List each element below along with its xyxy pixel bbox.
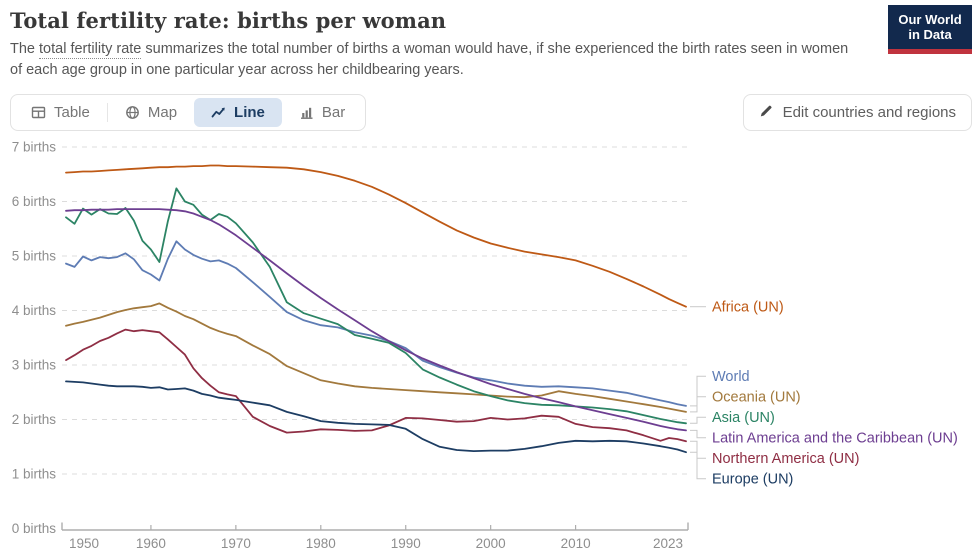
pencil-icon bbox=[759, 103, 774, 122]
logo-stripe bbox=[888, 48, 972, 54]
series-line-northern-america-un[interactable] bbox=[65, 328, 687, 443]
chart-toolbar: Table Map Line Bar Edit countries and re… bbox=[10, 94, 972, 131]
tab-table[interactable]: Table bbox=[14, 98, 107, 127]
edit-countries-button[interactable]: Edit countries and regions bbox=[742, 94, 972, 131]
y-tick-label: 1 births bbox=[12, 467, 57, 482]
series-label-northern-america-un[interactable]: Northern America (UN) bbox=[712, 451, 859, 467]
globe-icon bbox=[125, 105, 140, 120]
y-tick-label: 2 births bbox=[12, 412, 57, 427]
edit-button-label: Edit countries and regions bbox=[782, 104, 956, 121]
label-connector bbox=[690, 451, 706, 480]
label-connector bbox=[690, 429, 706, 439]
tab-label: Line bbox=[234, 104, 265, 121]
x-tick-label: 1960 bbox=[136, 536, 166, 551]
logo-line-2: in Data bbox=[908, 27, 952, 43]
y-tick-label: 0 births bbox=[12, 521, 57, 536]
chart-type-tabs: Table Map Line Bar bbox=[10, 94, 367, 131]
series-line-africa-un[interactable] bbox=[65, 164, 687, 308]
subtitle-text: The bbox=[10, 41, 40, 57]
tab-line[interactable]: Line bbox=[194, 98, 282, 127]
label-connector bbox=[690, 416, 706, 424]
chart-subtitle: The total fertility rate summarizes the … bbox=[10, 39, 855, 80]
tab-label: Table bbox=[54, 104, 90, 121]
label-connector bbox=[690, 396, 706, 413]
series-line-world[interactable] bbox=[65, 240, 687, 407]
x-tick-label: 2010 bbox=[561, 536, 591, 551]
line-chart-icon bbox=[211, 105, 226, 120]
series-label-europe-un[interactable]: Europe (UN) bbox=[712, 472, 793, 488]
x-tick-label: 1980 bbox=[306, 536, 336, 551]
y-tick-label: 3 births bbox=[12, 358, 57, 373]
series-label-world[interactable]: World bbox=[712, 369, 750, 385]
series-line-europe-un[interactable] bbox=[65, 380, 687, 454]
tab-label: Map bbox=[147, 104, 178, 121]
y-tick-label: 6 births bbox=[12, 194, 57, 209]
chart-header: Total fertility rate: births per woman T… bbox=[10, 4, 870, 80]
tab-divider bbox=[106, 103, 108, 122]
series-label-oceania-un[interactable]: Oceania (UN) bbox=[712, 390, 801, 406]
series-line-latin-america-and-the-caribbean-un[interactable] bbox=[65, 208, 687, 432]
bar-chart-icon bbox=[299, 105, 314, 120]
series-line-oceania-un[interactable] bbox=[65, 302, 687, 413]
label-connector bbox=[690, 440, 706, 459]
page-title: Total fertility rate: births per woman bbox=[10, 8, 447, 33]
owid-logo-text: Our World in Data bbox=[888, 5, 972, 49]
series-label-africa-un[interactable]: Africa (UN) bbox=[712, 300, 784, 316]
series-label-latin-america-and-the-caribbean-un[interactable]: Latin America and the Caribbean (UN) bbox=[712, 431, 958, 447]
x-tick-label: 1990 bbox=[391, 536, 421, 551]
tab-map[interactable]: Map bbox=[108, 98, 194, 127]
series-label-asia-un[interactable]: Asia (UN) bbox=[712, 410, 775, 426]
y-tick-label: 4 births bbox=[12, 303, 57, 318]
x-tick-label: 1970 bbox=[221, 536, 251, 551]
x-tick-label: 2000 bbox=[476, 536, 506, 551]
x-tick-label: 2023 bbox=[653, 536, 683, 551]
logo-line-1: Our World bbox=[898, 12, 962, 27]
fertility-line-chart[interactable]: 0 births 1 births 2 births 3 births 4 births… bbox=[0, 135, 980, 557]
y-tick-label: 5 births bbox=[12, 249, 57, 264]
y-tick-label: 7 births bbox=[12, 140, 57, 155]
x-tick-label: 1950 bbox=[69, 536, 99, 551]
tab-label: Bar bbox=[321, 104, 346, 121]
subtitle-term-underlined[interactable]: total fertility rate bbox=[39, 41, 142, 59]
label-connector bbox=[690, 375, 706, 407]
table-icon bbox=[31, 105, 46, 120]
subtitle-text-rest: summarizes the total number of births a … bbox=[10, 41, 849, 78]
tab-bar[interactable]: Bar bbox=[282, 98, 362, 127]
owid-logo[interactable]: Our World in Data bbox=[888, 5, 972, 54]
